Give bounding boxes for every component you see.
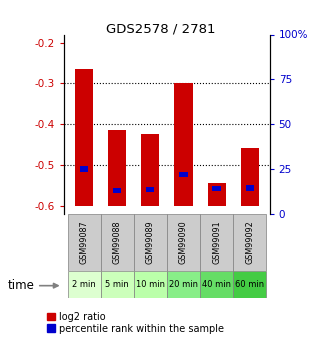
Bar	[246, 185, 254, 190]
Bar	[174, 83, 193, 206]
Bar	[207, 183, 226, 206]
Text: GDS2578 / 2781: GDS2578 / 2781	[106, 22, 215, 36]
Text: GSM99090: GSM99090	[179, 220, 188, 264]
FancyBboxPatch shape	[101, 271, 134, 298]
Text: GSM99089: GSM99089	[146, 220, 155, 264]
Bar	[80, 166, 88, 172]
FancyBboxPatch shape	[233, 214, 266, 271]
Bar	[108, 130, 126, 206]
Text: 40 min: 40 min	[202, 280, 231, 289]
Bar	[146, 187, 154, 193]
Text: 5 min: 5 min	[105, 280, 129, 289]
Text: 2 min: 2 min	[72, 280, 96, 289]
Bar	[75, 69, 93, 206]
FancyBboxPatch shape	[134, 271, 167, 298]
Text: time: time	[8, 279, 35, 292]
FancyBboxPatch shape	[167, 214, 200, 271]
Text: GSM99087: GSM99087	[80, 220, 89, 264]
Text: GSM99088: GSM99088	[113, 220, 122, 264]
Text: 60 min: 60 min	[235, 280, 264, 289]
Bar	[241, 148, 259, 206]
Text: GSM99091: GSM99091	[212, 220, 221, 264]
Bar	[113, 188, 121, 193]
FancyBboxPatch shape	[167, 271, 200, 298]
FancyBboxPatch shape	[67, 271, 101, 298]
Bar	[179, 172, 188, 177]
FancyBboxPatch shape	[67, 214, 101, 271]
Bar	[213, 186, 221, 191]
FancyBboxPatch shape	[101, 214, 134, 271]
Text: GSM99092: GSM99092	[245, 220, 254, 264]
Text: 10 min: 10 min	[136, 280, 165, 289]
Text: 20 min: 20 min	[169, 280, 198, 289]
Legend: log2 ratio, percentile rank within the sample: log2 ratio, percentile rank within the s…	[43, 308, 228, 337]
FancyBboxPatch shape	[233, 271, 266, 298]
FancyBboxPatch shape	[200, 214, 233, 271]
FancyBboxPatch shape	[134, 214, 167, 271]
FancyBboxPatch shape	[200, 271, 233, 298]
Bar	[141, 135, 160, 206]
